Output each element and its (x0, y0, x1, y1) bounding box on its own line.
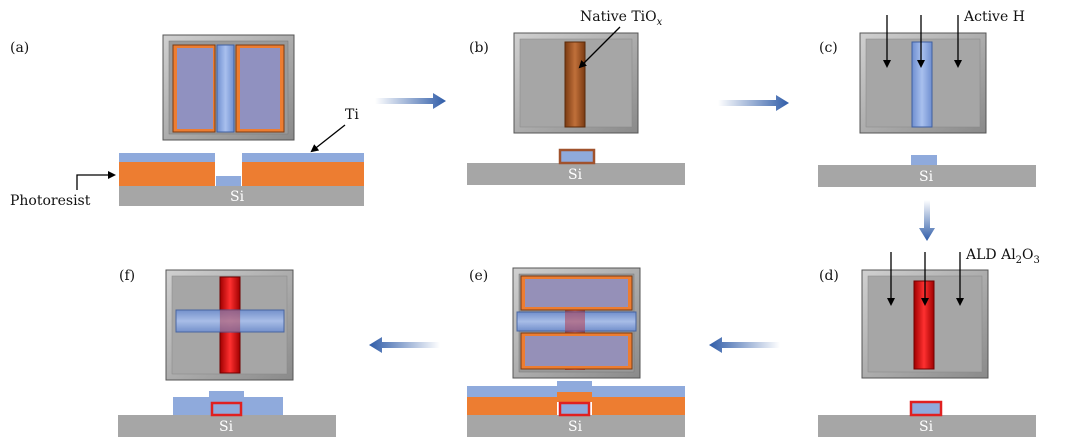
cross-section-d: Si (818, 400, 1036, 437)
si-substrate (467, 163, 685, 185)
photoresist-layer-right (592, 397, 685, 415)
native-tiox-annotation-arrow (578, 26, 621, 69)
native-tiox-annotation: Native TiOx (580, 9, 663, 28)
photoresist-annotation-arrow (76, 171, 116, 190)
ald-al2o3-annotation: ALD Al2O3 (965, 247, 1040, 266)
ti-strip-with-native-oxide (558, 148, 596, 165)
chip-top-view-a (162, 34, 295, 141)
panel-b: (b) Si Native TiOx (467, 9, 685, 185)
cross-section-f: Si (118, 391, 336, 437)
photoresist-layer-right (242, 162, 364, 186)
si-substrate (818, 415, 1036, 437)
si-label: Si (919, 419, 934, 435)
panel-label-e: (e) (469, 268, 488, 284)
si-label: Si (230, 189, 245, 205)
panel-a: (a) Si Ti Photoresist (10, 34, 364, 209)
cross-section-a: Si (119, 153, 364, 206)
si-label: Si (219, 419, 234, 435)
ti-layer-left (467, 386, 557, 397)
si-substrate (119, 186, 364, 206)
chip-top-view-f (165, 269, 294, 381)
si-label: Si (919, 169, 934, 185)
photoresist-layer-left (119, 162, 215, 186)
panel-c: (c) Si Active H (818, 9, 1036, 187)
ti-strip (911, 41, 933, 128)
ti-layer-left (119, 153, 215, 162)
process-arrow-e-to-f (369, 337, 440, 353)
si-substrate (818, 165, 1036, 187)
process-arrow-c-to-d (919, 200, 935, 241)
chip-top-view-e (512, 267, 641, 379)
ti-strip-cross-section (911, 155, 937, 165)
si-substrate (467, 415, 685, 437)
cross-section-b: Si (467, 148, 685, 185)
panel-label-a: (a) (10, 40, 29, 56)
si-label: Si (568, 419, 583, 435)
process-arrow-b-to-c (718, 95, 789, 111)
photoresist-annotation: Photoresist (10, 193, 91, 209)
chip-top-view-b (513, 32, 639, 134)
ti-annotation: Ti (345, 107, 359, 123)
chip-top-view-c (859, 32, 987, 134)
si-label: Si (568, 167, 583, 183)
ti-layer-right (242, 153, 364, 162)
ti-layer-top (557, 381, 592, 392)
native-tiox-strip (564, 41, 586, 128)
panel-label-c: (c) (819, 40, 838, 56)
panel-label-f: (f) (119, 268, 135, 284)
panel-f: (f) Si (118, 268, 336, 437)
ti-annotation-arrow (310, 124, 346, 153)
panel-e: (e) Si (467, 267, 685, 437)
al2o3-coated-strip (913, 280, 935, 370)
al2o3-coated-ti-strip (909, 400, 943, 417)
panel-label-b: (b) (469, 40, 489, 56)
process-arrow-a-to-b (375, 93, 446, 109)
ti-layer-right (592, 386, 685, 397)
panel-label-d: (d) (819, 268, 839, 284)
si-substrate (118, 415, 336, 437)
active-h-annotation: Active H (963, 9, 1025, 25)
photoresist-layer-left (467, 397, 557, 415)
al2o3-coated-ti-strip (210, 401, 243, 417)
ti-channel-strip (216, 44, 235, 133)
cross-section-e: Si (467, 381, 685, 437)
ti-gate-strip (175, 309, 285, 333)
al2o3-coated-ti-strip (558, 401, 591, 417)
ti-layer-center (216, 176, 241, 186)
process-arrow-d-to-e (709, 337, 780, 353)
panel-d: (d) Si ALD Al2O3 (818, 247, 1040, 437)
cross-section-c: Si (818, 155, 1036, 187)
